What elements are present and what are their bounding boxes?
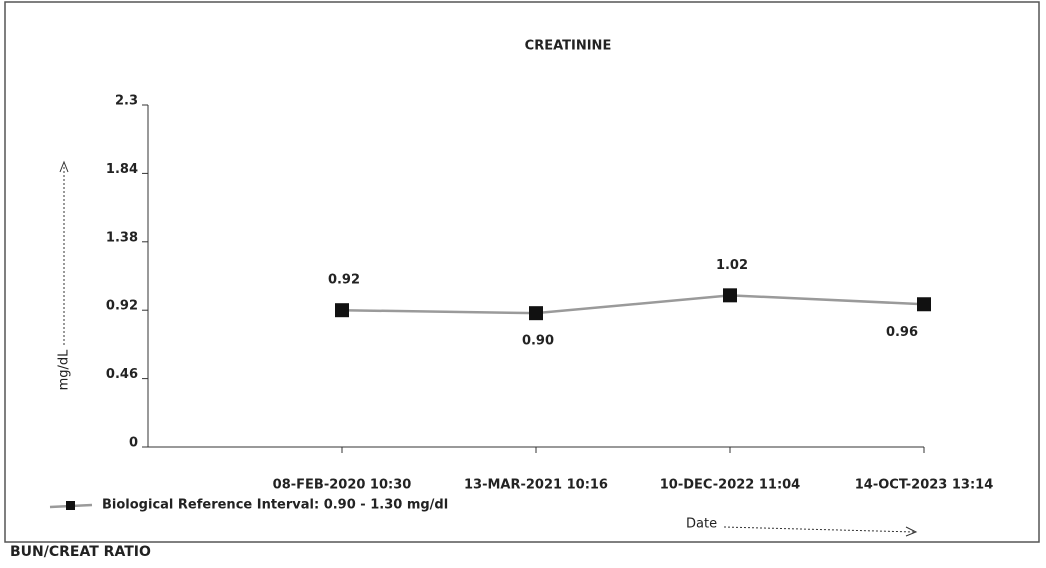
x-label-arrowhead — [905, 526, 918, 537]
x-tick-label: 14-OCT-2023 13:14 — [855, 478, 994, 493]
x-tick-label: 13-MAR-2021 10:16 — [464, 478, 608, 493]
x-label-arrow — [723, 526, 916, 533]
data-label: 0.92 — [328, 273, 360, 288]
data-point — [917, 297, 931, 312]
data-point — [335, 303, 349, 318]
x-tick-label: 10-DEC-2022 11:04 — [660, 478, 800, 493]
y-tick-label: 0 — [129, 436, 138, 451]
section-heading: BUN/CREAT RATIO — [10, 544, 151, 560]
chart-title: CREATININE — [525, 39, 612, 54]
data-point — [529, 306, 543, 321]
data-label: 0.96 — [886, 325, 918, 340]
y-tick-label: 0.46 — [106, 367, 138, 382]
x-axis-label: Date — [686, 517, 717, 532]
data-point — [723, 288, 737, 303]
x-tick-label: 08-FEB-2020 10:30 — [273, 478, 412, 493]
legend-marker — [66, 501, 75, 510]
chart-border — [4, 1, 1040, 543]
y-tick-label: 0.92 — [106, 299, 138, 314]
series-line — [341, 294, 925, 315]
data-label: 0.90 — [522, 334, 554, 349]
legend-label: Biological Reference Interval: 0.90 - 1.… — [102, 498, 448, 513]
data-label: 1.02 — [716, 258, 748, 273]
y-tick-label: 1.84 — [106, 162, 138, 177]
y-tick-label: 1.38 — [106, 230, 138, 245]
y-label-arrowhead — [59, 160, 69, 173]
y-tick-label: 2.3 — [115, 94, 138, 109]
y-axis-label: mg/dL — [57, 349, 72, 391]
